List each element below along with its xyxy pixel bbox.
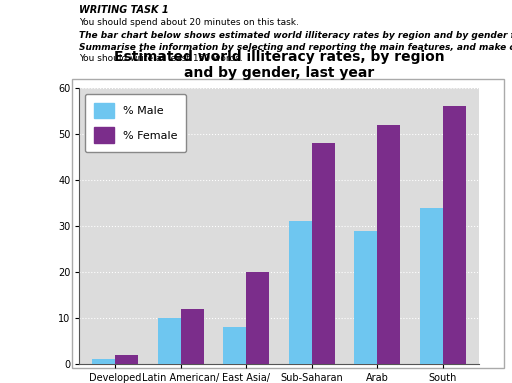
Bar xyxy=(246,272,269,364)
Text: The bar chart below shows estimated world illiteracy rates by region and by gend: The bar chart below shows estimated worl… xyxy=(79,31,512,40)
Bar xyxy=(289,221,312,364)
Bar xyxy=(420,208,443,364)
Text: You should write at least 150 words.: You should write at least 150 words. xyxy=(79,54,243,63)
Bar xyxy=(354,231,377,364)
Bar xyxy=(377,125,400,364)
Legend: % Male, % Female: % Male, % Female xyxy=(85,94,186,152)
Text: Summarise the information by selecting and reporting the main features, and make: Summarise the information by selecting a… xyxy=(79,43,512,52)
Text: You should spend about 20 minutes on this task.: You should spend about 20 minutes on thi… xyxy=(79,18,299,27)
Bar xyxy=(312,143,335,364)
Title: Estimated world illiteracy rates, by region
and by gender, last year: Estimated world illiteracy rates, by reg… xyxy=(114,50,444,80)
Text: WRITING TASK 1: WRITING TASK 1 xyxy=(79,5,169,15)
Bar xyxy=(443,106,465,364)
Bar xyxy=(93,359,115,364)
Bar xyxy=(158,318,181,364)
Bar xyxy=(181,309,204,364)
Bar xyxy=(115,355,138,364)
Bar xyxy=(223,327,246,364)
